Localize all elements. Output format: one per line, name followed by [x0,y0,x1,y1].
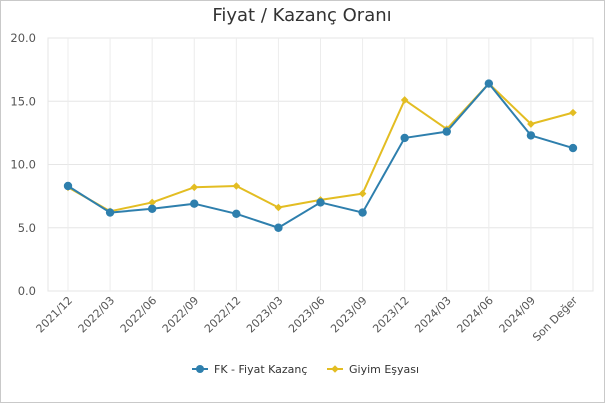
data-point-series-1[interactable] [569,108,577,117]
data-point-series-0[interactable] [63,181,73,191]
x-tick-label: 2023/03 [244,294,286,336]
data-point-series-1[interactable] [358,189,367,198]
legend[interactable]: FK - Fiyat Kazanç Giyim Eşyası [192,363,419,376]
x-tick-label: 2021/12 [34,294,76,336]
x-tick-label: Son Değer [530,294,580,344]
x-tick-label: 2022/06 [118,294,160,336]
legend-item-1[interactable]: Giyim Eşyası [327,363,419,376]
data-point-series-0[interactable] [526,131,536,140]
x-tick-label: 2024/09 [497,294,539,336]
x-axis-ticks: 2021/12 2022/03 2022/06 2022/09 2022/12 2023/… [34,294,581,344]
y-tick-label: 20.0 [10,31,36,45]
x-tick-label: 2023/06 [286,294,328,336]
data-point-series-1[interactable] [232,182,241,190]
x-tick-label: 2022/09 [160,294,202,336]
data-point-series-1[interactable] [148,198,156,207]
legend-marker [331,365,339,373]
data-point-series-0[interactable] [190,199,199,208]
x-tick-label: 2024/03 [412,294,454,336]
series-layer [63,79,578,232]
data-point-series-0[interactable] [358,208,367,217]
data-point-series-1[interactable] [400,96,409,104]
x-tick-label: 2023/09 [328,294,370,336]
data-point-series-0[interactable] [568,143,578,153]
data-point-series-1[interactable] [274,203,283,212]
y-tick-label: 10.0 [10,158,36,172]
x-tick-label: 2022/12 [202,294,244,336]
data-point-series-0[interactable] [400,133,409,143]
x-tick-label: 2024/06 [454,294,496,336]
y-axis-ticks: 0.0 5.0 10.0 15.0 20.0 [10,31,36,298]
data-point-series-1[interactable] [190,183,199,192]
data-point-series-0[interactable] [147,204,157,213]
y-tick-label: 15.0 [10,94,36,108]
data-point-series-0[interactable] [105,208,115,217]
data-point-series-0[interactable] [316,198,325,207]
data-point-series-1[interactable] [527,120,535,128]
legend-label: Giyim Eşyası [349,363,419,376]
data-point-series-0[interactable] [274,223,283,232]
data-point-series-0[interactable] [442,127,451,136]
legend-item-0[interactable]: FK - Fiyat Kazanç [192,363,307,376]
chart-title: Fiyat / Kazanç Oranı [212,5,391,26]
data-point-series-0[interactable] [232,209,241,219]
legend-label: FK - Fiyat Kazanç [214,363,307,376]
data-point-series-0[interactable] [484,79,494,88]
y-tick-label: 0.0 [18,284,36,298]
gridlines [48,37,593,292]
legend-marker [196,365,204,373]
x-tick-label: 2023/12 [370,294,412,336]
x-tick-label: 2022/03 [76,294,118,336]
y-tick-label: 5.0 [18,221,36,235]
